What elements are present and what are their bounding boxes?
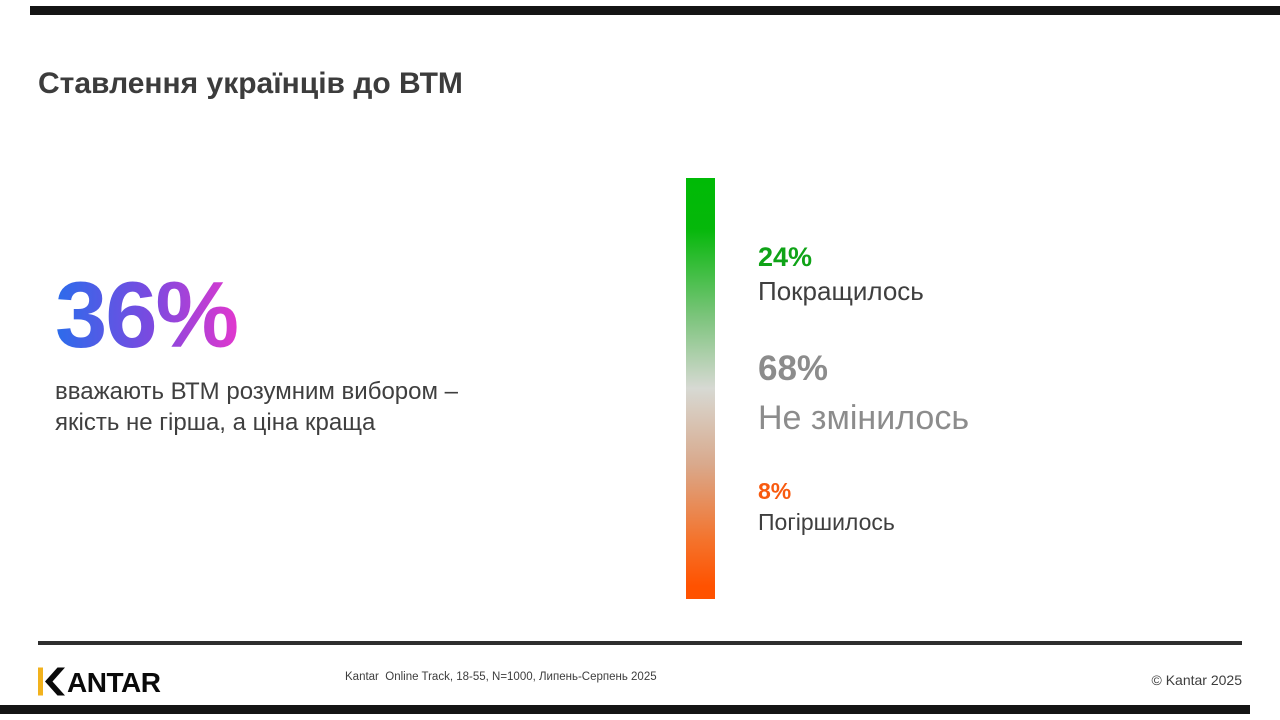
- sentiment-item-unchanged: 68% Не змінилось: [758, 348, 969, 438]
- sentiment-item-worsened: 8% Погіршилось: [758, 477, 895, 536]
- headline-stat: 36% вважають ВТМ розумним вибором – якіс…: [55, 268, 615, 438]
- bottom-accent-bar: [0, 705, 1250, 714]
- footer-divider: [38, 641, 1242, 645]
- headline-description-line2: якість не гірша, а ціна краща: [55, 409, 376, 436]
- source-text: Kantar Online Track, 18-55, N=1000, Липе…: [345, 671, 657, 683]
- worsened-value: 8%: [758, 478, 792, 504]
- sentiment-gradient-bar: [686, 178, 715, 599]
- headline-description: вважають ВТМ розумним вибором – якість н…: [55, 376, 615, 438]
- headline-description-line1: вважають ВТМ розумним вибором –: [55, 378, 459, 405]
- kantar-logo-accent-bar: [38, 667, 43, 696]
- top-accent-bar: [30, 6, 1280, 15]
- improved-label: Покращилось: [758, 276, 924, 306]
- headline-value: 36%: [55, 262, 239, 367]
- kantar-logo-icon: ANTAR: [38, 667, 161, 696]
- kantar-logo-text: ANTAR: [67, 667, 161, 696]
- kantar-logo-k-chevron: [45, 667, 65, 696]
- worsened-label: Погіршилось: [758, 509, 895, 535]
- unchanged-label: Не змінилось: [758, 399, 970, 437]
- unchanged-value: 68%: [758, 349, 829, 388]
- sentiment-item-improved: 24% Покращилось: [758, 240, 924, 306]
- copyright-text: © Kantar 2025: [1151, 672, 1243, 688]
- improved-value: 24%: [758, 242, 813, 272]
- page-title: Ставлення українців до ВТМ: [38, 67, 463, 101]
